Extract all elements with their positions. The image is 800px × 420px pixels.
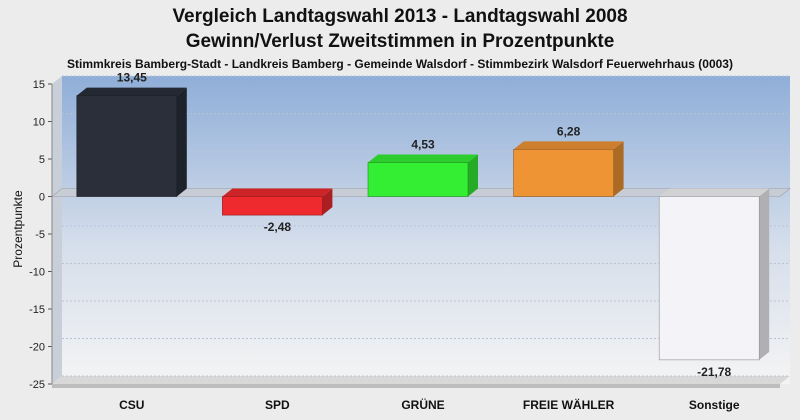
bar-side <box>322 188 333 216</box>
y-tick-label: -20 <box>29 342 45 354</box>
bar-top <box>76 87 187 96</box>
category-label: Sonstige <box>689 398 740 412</box>
bar-side <box>176 87 187 197</box>
bar-top <box>368 154 478 163</box>
value-label: 13,45 <box>117 71 147 85</box>
bar-csu <box>76 95 178 197</box>
value-label: -21,78 <box>697 365 731 379</box>
value-label: -2,48 <box>264 220 292 234</box>
bar-side <box>759 188 770 360</box>
y-tick-label: -25 <box>29 379 45 391</box>
plot-floor <box>52 376 790 384</box>
bar-side <box>468 154 478 197</box>
bar-spd <box>222 196 323 216</box>
bar-top <box>513 141 624 150</box>
category-label: FREIE WÄHLER <box>523 397 615 412</box>
chart-subtitle: Gewinn/Verlust Zweitstimmen in Prozentpu… <box>185 31 615 52</box>
plot-floor-edge <box>52 384 780 388</box>
category-label: CSU <box>119 398 144 412</box>
category-label: SPD <box>265 398 290 412</box>
bar-top <box>222 188 333 197</box>
y-tick-label: 15 <box>33 79 45 91</box>
y-tick-label: -15 <box>29 304 45 316</box>
bar-freie-wähler <box>513 149 614 197</box>
bar-sonstige <box>658 196 760 361</box>
plot-side-wall <box>52 76 62 384</box>
category-label: GRÜNE <box>401 397 444 412</box>
chart-caption: Stimmkreis Bamberg-Stadt - Landkreis Bam… <box>67 57 733 71</box>
y-tick-label: 0 <box>39 192 45 204</box>
bar-top <box>659 188 770 197</box>
value-label: 4,53 <box>411 138 435 152</box>
bar-grüne <box>367 162 469 197</box>
value-label: 6,28 <box>557 124 581 138</box>
y-tick-label: 10 <box>33 117 45 129</box>
y-tick-label: 5 <box>39 154 45 166</box>
chart-title: Vergleich Landtagswahl 2013 - Landtagswa… <box>172 6 628 27</box>
y-tick-label: -10 <box>29 267 45 279</box>
chart-header: Vergleich Landtagswahl 2013 - Landtagswa… <box>0 4 800 71</box>
bar-side <box>613 141 624 197</box>
y-tick-label: -5 <box>35 229 45 241</box>
